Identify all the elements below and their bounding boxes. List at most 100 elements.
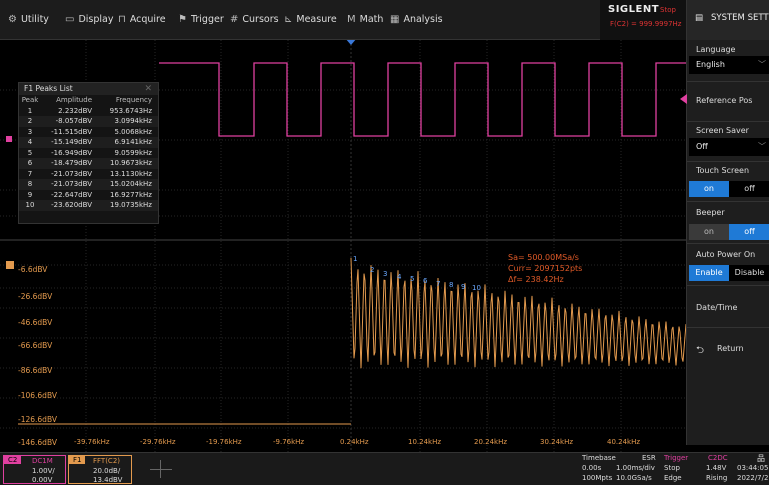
screen-saver-label: Screen Saver: [696, 126, 749, 135]
fft-y-label: -86.6dBV: [18, 366, 53, 375]
clock-date: 2022/7/2: [737, 474, 769, 482]
table-row: 7 -21.073dBV 13.1130kHz: [27, 169, 152, 178]
menu-display[interactable]: ▭ Display: [65, 14, 114, 25]
c2-label: C2: [4, 456, 22, 464]
f1-label: F1: [69, 456, 86, 464]
cursors-icon: #: [230, 14, 239, 25]
siglent-logo: SIGLENT: [608, 4, 660, 15]
reference-pos-button[interactable]: Reference Pos: [696, 96, 753, 105]
table-row: 4 -15.149dBV 6.9141kHz: [19, 137, 158, 148]
beeper-on[interactable]: on: [689, 224, 729, 240]
timebase-delay: 0.00s: [582, 464, 602, 472]
chevron-down-icon: ﹀: [758, 142, 766, 151]
fft-x-label: -39.76kHz: [74, 438, 110, 446]
table-row: 1 2.232dBV 953.6743Hz: [27, 106, 152, 115]
menu-measure[interactable]: ⊾ Measure: [284, 14, 337, 25]
math-icon: M: [347, 14, 356, 25]
peak-marker: 10: [472, 284, 481, 292]
table-row: 8 -21.073dBV 15.0204kHz: [19, 179, 158, 190]
fft-y-label: -26.6dBV: [18, 292, 53, 301]
c2-channel-box[interactable]: C2 DC1M 1.00V/ 0.00V: [3, 455, 66, 484]
auto-power-on-toggle[interactable]: Enable Disable: [689, 265, 769, 281]
table-row: 2 -8.057dBV 3.0994kHz: [19, 116, 158, 127]
fft-y-label: -106.6dBV: [18, 391, 57, 400]
return-button[interactable]: Return: [717, 344, 744, 353]
touch-screen-off[interactable]: off: [729, 181, 769, 197]
return-icon: ⮌: [696, 345, 705, 356]
touch-screen-on[interactable]: on: [689, 181, 729, 197]
add-channel-icon[interactable]: [146, 456, 176, 482]
fft-info: Sa= 500.00MSa/s Curr= 2097152pts Δf= 238…: [508, 252, 582, 285]
menu-trigger[interactable]: ⚑ Trigger: [178, 14, 224, 25]
fft-marker-icon: [6, 261, 14, 269]
trigger-source: C2DC: [708, 454, 728, 462]
screen-saver-select[interactable]: Off ﹀: [689, 138, 769, 156]
timebase-rate: 10.0GSa/s: [616, 474, 652, 482]
fft-x-label: -29.76kHz: [140, 438, 176, 446]
peaks-table-header: Peak Amplitude Frequency: [21, 96, 152, 104]
utility-icon: ⚙: [8, 14, 17, 25]
touch-screen-label: Touch Screen: [696, 166, 750, 175]
fft-y-label: -6.6dBV: [18, 265, 48, 274]
c2-offset: 0.00V: [32, 476, 53, 484]
timebase-mode: ESR: [642, 454, 656, 462]
menu-math[interactable]: M Math: [347, 14, 384, 25]
table-row: 5 -16.949dBV 9.0599kHz: [27, 148, 152, 157]
f1-channel-box[interactable]: F1 FFT(C2) 20.0dB/ 13.4dBV: [68, 455, 132, 484]
trigger-icon: ⚑: [178, 14, 187, 25]
auto-power-on-label: Auto Power On: [696, 250, 756, 259]
beeper-toggle[interactable]: on off: [689, 224, 769, 240]
frequency-readout: F(C2) = 999.9997Hz: [610, 20, 682, 28]
language-select[interactable]: English ﹀: [689, 56, 769, 74]
language-label: Language: [696, 45, 736, 54]
timebase-title[interactable]: Timebase: [582, 454, 616, 462]
f1-source: FFT(C2): [93, 457, 121, 465]
settings-icon: ▤: [695, 13, 704, 23]
peak-marker: 9: [461, 283, 466, 291]
fft-x-label: 30.24kHz: [540, 438, 574, 446]
acquire-icon: ⊓: [118, 14, 126, 25]
fft-x-label: 20.24kHz: [474, 438, 508, 446]
peak-marker: 3: [383, 270, 388, 278]
fft-sample-rate: Sa= 500.00MSa/s: [508, 253, 579, 262]
close-icon[interactable]: ✕: [144, 84, 152, 94]
system-settings-title: SYSTEM SETTIN: [711, 13, 769, 23]
run-status[interactable]: Stop: [660, 6, 676, 14]
system-settings-header: ▤ SYSTEM SETTIN: [686, 0, 769, 40]
auto-power-enable[interactable]: Enable: [689, 265, 729, 281]
chevron-down-icon: ﹀: [758, 60, 766, 69]
menu-utility[interactable]: ⚙ Utility: [8, 14, 49, 25]
analysis-icon: ▦: [390, 14, 400, 25]
trigger-level: 1.48V: [706, 464, 727, 472]
table-row: 6 -18.479dBV 10.9673kHz: [19, 158, 158, 169]
c2-coupling: DC1M: [32, 457, 53, 465]
beeper-off[interactable]: off: [729, 224, 769, 240]
fft-y-label: -146.6dBV: [18, 438, 57, 447]
date-time-button[interactable]: Date/Time: [696, 303, 738, 312]
peak-marker: 8: [449, 281, 454, 289]
peaks-list-header[interactable]: F1 Peaks List ✕: [19, 83, 158, 95]
f1-scale: 20.0dB/: [93, 467, 121, 475]
trigger-state: Stop: [664, 464, 680, 472]
fft-x-label: 40.24kHz: [607, 438, 641, 446]
waveform-screen[interactable]: F1 Peaks List ✕ Peak Amplitude Frequency…: [0, 40, 686, 452]
fft-x-label: -19.76kHz: [206, 438, 242, 446]
table-row: 10 -23.620dBV 19.0735kHz: [19, 200, 158, 211]
menu-cursors[interactable]: # Cursors: [230, 14, 279, 25]
f1-offset: 13.4dBV: [93, 476, 123, 484]
system-settings-panel: Language English ﹀ Reference Pos Screen S…: [686, 40, 769, 445]
beeper-label: Beeper: [696, 208, 725, 217]
network-icon: 品: [757, 454, 765, 463]
measure-icon: ⊾: [284, 14, 293, 25]
table-row: 3 -11.515dBV 5.0068kHz: [27, 127, 152, 136]
peaks-list-window: F1 Peaks List ✕ Peak Amplitude Frequency…: [18, 82, 159, 224]
peaks-table: Peak Amplitude Frequency 1 2.232dBV 953.67…: [19, 95, 158, 211]
trigger-title[interactable]: Trigger: [664, 454, 689, 462]
menu-analysis[interactable]: ▦ Analysis: [390, 14, 443, 25]
peak-marker: 6: [423, 277, 428, 285]
menu-acquire[interactable]: ⊓ Acquire: [118, 14, 166, 25]
touch-screen-toggle[interactable]: on off: [689, 181, 769, 197]
c2-marker-icon: [6, 136, 12, 142]
fft-x-label: -9.76kHz: [273, 438, 305, 446]
auto-power-disable[interactable]: Disable: [729, 265, 769, 281]
